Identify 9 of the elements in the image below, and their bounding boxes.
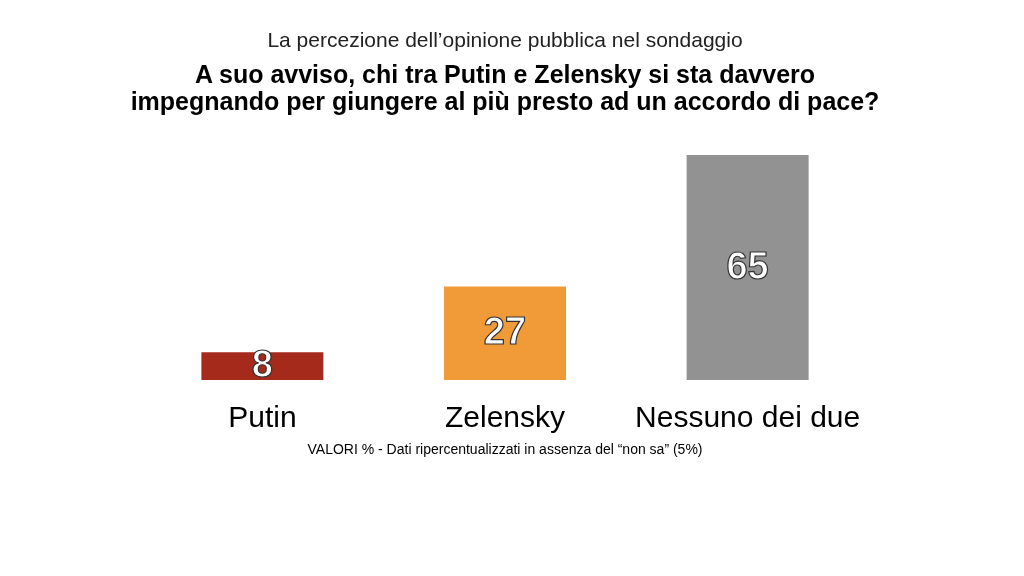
chart-title: A suo avviso, chi tra Putin e Zelensky si sta davvero impegnando per giungere al più presto ad un accordo di pace?: [130, 60, 880, 115]
data-label: 8: [251, 343, 273, 386]
x-tick-label: Zelensky: [444, 399, 566, 433]
data-label: 65: [726, 244, 769, 287]
text: VALORI % - Dati ripercentualizzati in assenza del “non sa” (5%): [307, 441, 703, 457]
chart-subtitle: La percezione dell’opinione pubblica nel sondaggio: [267, 28, 743, 51]
data-label: 27: [483, 310, 527, 353]
x-tick-label: Nessuno dei due: [635, 399, 861, 433]
x-tick-label: Putin: [228, 399, 297, 433]
